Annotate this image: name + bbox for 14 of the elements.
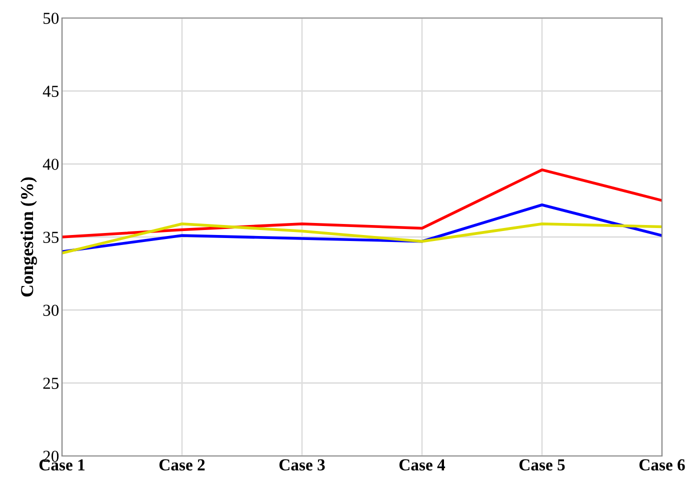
x-tick-label: Case 2 (159, 459, 205, 471)
line-series (62, 222, 662, 254)
y-tick-label: 45 (42, 86, 59, 97)
y-tick-label: 25 (43, 378, 59, 389)
y-axis-title: Congestion (%) (20, 177, 37, 297)
x-tick-label: Case 5 (519, 459, 565, 471)
x-tick-label: Case 4 (399, 459, 446, 471)
y-tick-label: 30 (43, 304, 59, 316)
x-tick-label: Case 3 (279, 459, 325, 471)
line-series (62, 168, 662, 238)
y-tick-label: 50 (44, 12, 59, 24)
y-tick-label: 40 (42, 158, 59, 170)
x-tick-label: Case 6 (639, 459, 685, 471)
y-tick-label: 35 (43, 232, 59, 243)
